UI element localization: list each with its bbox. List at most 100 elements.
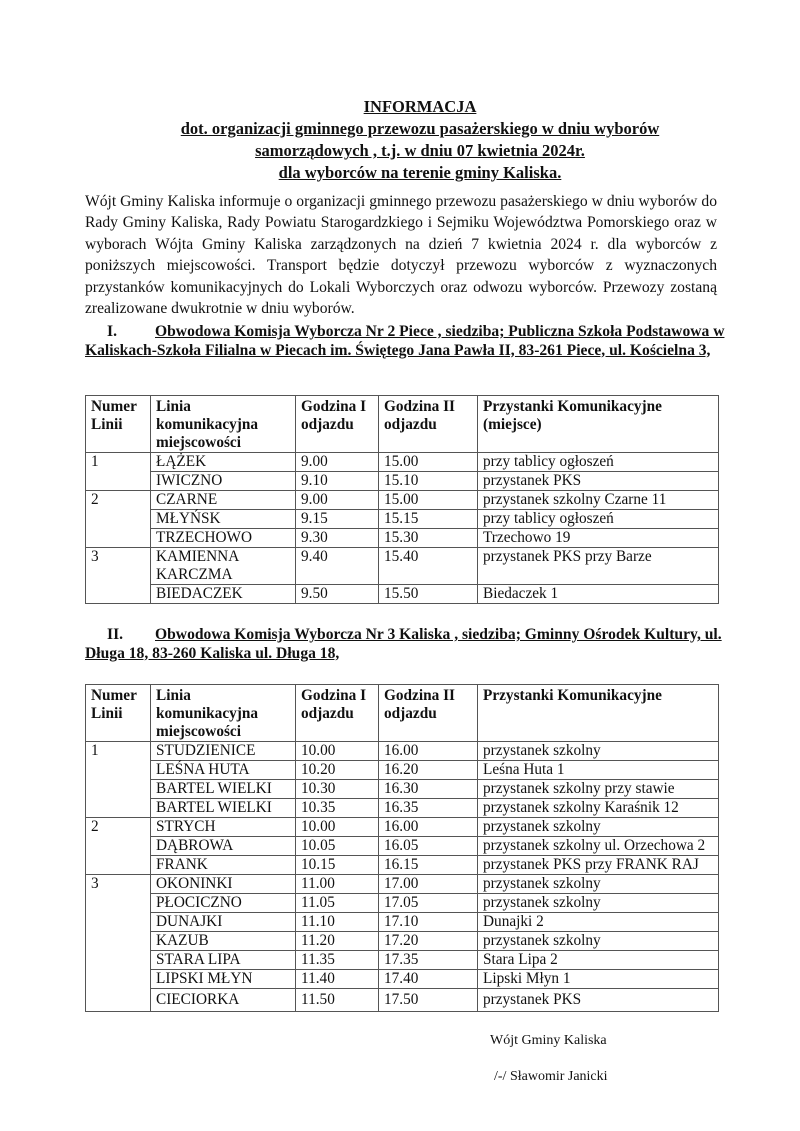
stop: przystanek szkolny [477,741,719,761]
table-row: 1 ŁĄŻEK 9.00 15.00 przy tablicy ogłoszeń [85,452,719,491]
departure-1: 9.30 [295,528,379,548]
section-numeral: I. [107,323,117,340]
departure-2: 16.00 [378,741,478,761]
locality: STRYCH [150,817,296,837]
departure-2: 17.40 [378,969,478,989]
departure-2: 16.15 [378,855,478,875]
schedule-table-2: Numer Linii Linia komunikacyjna miejscowo… [85,684,719,1012]
table-row: MŁYŃSK 9.15 15.15 przy tablicy ogłoszeń [86,509,719,529]
schedule-table-1: Numer Linii Linia komunikacyjna miejscowo… [85,395,719,604]
section-numeral: II. [107,626,124,643]
departure-2: 17.50 [378,988,478,1012]
locality: ŁĄŻEK [150,452,296,472]
table-row: TRZECHOWO 9.30 15.30 Trzechowo 19 [86,528,719,548]
column-header: Godzina I odjazdu [295,684,379,742]
table-row: PŁOCICZNO 11.05 17.05 przystanek szkolny [86,893,719,913]
document-title: INFORMACJA dot. organizacji gminnego prz… [110,96,730,184]
stop: Dunajki 2 [477,912,719,932]
stop: Stara Lipa 2 [477,950,719,970]
departure-2: 17.05 [378,893,478,913]
stop: przy tablicy ogłoszeń [477,452,719,472]
table-row: LIPSKI MŁYN 11.40 17.40 Lipski Młyn 1 [86,969,719,989]
departure-1: 10.00 [295,741,379,761]
locality: CZARNE [150,490,296,510]
table-row: STARA LIPA 11.35 17.35 Stara Lipa 2 [86,950,719,970]
stop: Lipski Młyn 1 [477,969,719,989]
stop: przystanek szkolny [477,931,719,951]
title-line-3: dla wyborców na terenie gminy Kaliska. [278,163,562,182]
locality: KAZUB [150,931,296,951]
column-header: Linia komunikacyjna miejscowości [150,684,296,742]
line-number: 2 [85,817,151,875]
table-row: 3 KAMIENNA KARCZMA 9.40 15.40 przystanek PKS… [85,547,719,604]
table-row: FRANK 10.15 16.15 przystanek PKS przy FRANK… [86,855,719,875]
locality: STARA LIPA [150,950,296,970]
locality: BARTEL WIELKI [150,779,296,799]
departure-2: 15.30 [378,528,478,548]
departure-2: 17.00 [378,874,478,894]
departure-1: 11.40 [295,969,379,989]
table-header-row: Numer Linii Linia komunikacyjna miejscowo… [85,684,719,742]
locality: DUNAJKI [150,912,296,932]
departure-1: 11.20 [295,931,379,951]
line-number: 3 [85,874,151,1012]
departure-2: 17.20 [378,931,478,951]
departure-2: 15.40 [378,547,478,585]
departure-2: 15.50 [378,584,478,604]
table-row: 2 CZARNE 9.00 15.00 przystanek szkolny Czarn… [85,490,719,548]
locality: FRANK [150,855,296,875]
table-row: LEŚNA HUTA 10.20 16.20 Leśna Huta 1 [86,760,719,780]
table-row: CIECIORKA 11.50 17.50 przystanek PKS [86,988,719,1012]
column-header: Godzina I odjazdu [295,395,379,453]
signature-name: /-/ Sławomir Janicki [494,1069,608,1084]
locality: LIPSKI MŁYN [150,969,296,989]
departure-2: 16.20 [378,760,478,780]
departure-1: 11.00 [295,874,379,894]
table-row: 2 STRYCH 10.00 16.00 przystanek szkolny [85,817,719,875]
table-row: DUNAJKI 11.10 17.10 Dunajki 2 [86,912,719,932]
departure-1: 9.00 [295,452,379,472]
departure-1: 11.10 [295,912,379,932]
title-line-1: dot. organizacji gminnego przewozu pasaż… [180,119,660,138]
table-row: KAZUB 11.20 17.20 przystanek szkolny [86,931,719,951]
table-row: 1 STUDZIENICE 10.00 16.00 przystanek szkolny [85,741,719,818]
departure-1: 11.05 [295,893,379,913]
stop: Biedaczek 1 [477,584,719,604]
locality: IWICZNO [150,471,296,491]
departure-1: 9.15 [295,509,379,529]
departure-2: 17.35 [378,950,478,970]
table-header-row: Numer Linii Linia komunikacyjna miejscowo… [85,395,719,453]
stop: przystanek szkolny Karaśnik 12 [477,798,719,818]
intro-paragraph: Wójt Gminy Kaliska informuje o organizac… [85,193,717,318]
stop: przy tablicy ogłoszeń [477,509,719,529]
departure-1: 10.15 [295,855,379,875]
column-header: Przystanki Komunikacyjne (miejsce) [477,395,719,453]
departure-2: 16.35 [378,798,478,818]
departure-2: 17.10 [378,912,478,932]
departure-2: 16.05 [378,836,478,856]
stop: Leśna Huta 1 [477,760,719,780]
stop: przystanek szkolny Czarne 11 [477,490,719,510]
departure-1: 10.00 [295,817,379,837]
table-row: BARTEL WIELKI 10.30 16.30 przystanek szkoln… [86,779,719,799]
table-row: BIEDACZEK 9.50 15.50 Biedaczek 1 [86,584,719,604]
departure-1: 11.50 [295,988,379,1012]
column-header: Godzina II odjazdu [378,684,478,742]
departure-1: 10.30 [295,779,379,799]
stop: przystanek PKS przy FRANK RAJ [477,855,719,875]
locality: KAMIENNA KARCZMA [150,547,296,585]
departure-1: 10.35 [295,798,379,818]
locality: BARTEL WIELKI [150,798,296,818]
table-row: BARTEL WIELKI 10.35 16.35 przystanek szkoln… [86,798,719,818]
locality: BIEDACZEK [150,584,296,604]
column-header: Godzina II odjazdu [378,395,478,453]
departure-1: 9.40 [295,547,379,585]
departure-1: 9.10 [295,471,379,491]
locality: STUDZIENICE [150,741,296,761]
departure-1: 10.20 [295,760,379,780]
departure-2: 15.15 [378,509,478,529]
locality: MŁYŃSK [150,509,296,529]
table-row: DĄBROWA 10.05 16.05 przystanek szkolny ul. … [86,836,719,856]
stop: przystanek PKS przy Barze [477,547,719,585]
column-header: Numer Linii [85,395,151,453]
